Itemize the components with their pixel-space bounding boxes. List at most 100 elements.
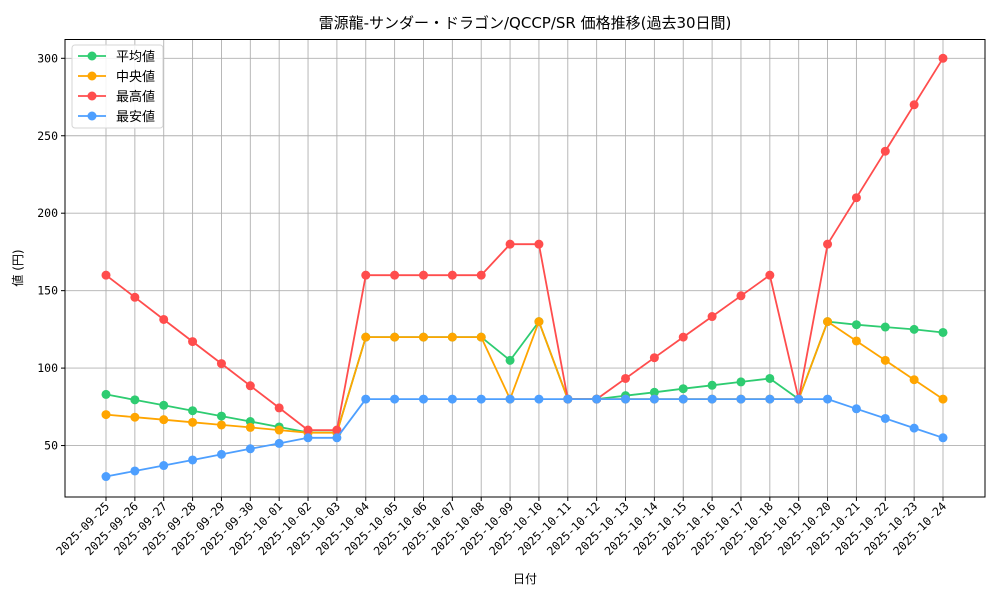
data-point (678, 332, 688, 342)
data-point (101, 389, 111, 399)
data-point (736, 394, 746, 404)
data-point (505, 394, 515, 404)
x-axis-label: 日付 (513, 572, 537, 586)
data-point (909, 375, 919, 385)
data-point (245, 381, 255, 391)
data-point (563, 394, 573, 404)
data-point (851, 320, 861, 330)
y-axis-label: 値 (円) (10, 249, 25, 286)
y-axis: 50 100 150 200 250 300 (37, 51, 65, 453)
data-point (880, 322, 890, 332)
y-tick-label: 100 (37, 361, 58, 375)
data-point (736, 377, 746, 387)
data-point (649, 387, 659, 397)
data-point (765, 394, 775, 404)
legend-marker-icon (87, 71, 97, 81)
y-tick-label: 300 (37, 51, 58, 65)
data-point (851, 404, 861, 414)
data-point (130, 412, 140, 422)
legend-item: 平均値 (78, 49, 155, 65)
data-point (418, 332, 428, 342)
data-point (101, 410, 111, 420)
legend-item: 最高値 (78, 89, 155, 105)
legend-marker-icon (87, 51, 97, 61)
series-line (105, 320, 944, 434)
series-3 (101, 394, 948, 482)
y-tick-label: 250 (37, 129, 58, 143)
plot-frame (64, 39, 986, 498)
legend-label: 最高値 (116, 89, 155, 105)
data-point (621, 373, 631, 383)
series-layer (101, 53, 948, 482)
data-point (361, 270, 371, 280)
data-point (765, 373, 775, 383)
data-point (390, 332, 400, 342)
data-point (159, 314, 169, 324)
y-tick-label: 150 (37, 284, 58, 298)
data-point (188, 406, 198, 416)
data-point (823, 317, 833, 327)
data-point (736, 291, 746, 301)
series-line (105, 320, 944, 434)
legend-item: 最安値 (78, 109, 155, 125)
data-point (909, 100, 919, 110)
data-point (707, 312, 717, 322)
legend-item: 中央値 (78, 69, 155, 85)
x-axis: 2025-09-252025-09-262025-09-272025-09-28… (53, 497, 949, 558)
data-point (159, 415, 169, 425)
data-point (678, 394, 688, 404)
data-point (274, 425, 284, 435)
data-point (245, 422, 255, 432)
data-point (649, 394, 659, 404)
data-point (823, 394, 833, 404)
data-point (101, 270, 111, 280)
data-point (274, 403, 284, 413)
data-point (303, 433, 313, 443)
data-point (418, 270, 428, 280)
data-point (707, 380, 717, 390)
data-point (534, 239, 544, 249)
data-point (130, 395, 140, 405)
data-point (274, 438, 284, 448)
data-point (909, 423, 919, 433)
data-point (130, 466, 140, 476)
legend-label: 平均値 (116, 49, 155, 65)
data-point (303, 425, 313, 435)
series-line (105, 57, 944, 432)
y-tick-label: 50 (44, 439, 58, 453)
data-point (505, 239, 515, 249)
data-point (534, 394, 544, 404)
series-0 (101, 317, 948, 437)
data-point (447, 394, 457, 404)
series-1 (101, 317, 948, 438)
data-point (216, 359, 226, 369)
legend-label: 最安値 (116, 109, 155, 125)
data-point (332, 425, 342, 435)
data-point (938, 53, 948, 63)
data-point (245, 444, 255, 454)
data-point (794, 394, 804, 404)
data-point (534, 317, 544, 327)
data-point (361, 332, 371, 342)
data-point (851, 193, 861, 203)
data-point (447, 332, 457, 342)
data-point (159, 400, 169, 410)
data-point (216, 420, 226, 430)
data-point (909, 324, 919, 334)
data-point (159, 461, 169, 471)
data-point (880, 146, 890, 156)
data-point (938, 327, 948, 337)
data-point (188, 337, 198, 347)
legend-label: 中央値 (116, 69, 155, 85)
data-point (188, 455, 198, 465)
grid (65, 39, 985, 497)
data-point (707, 394, 717, 404)
data-point (332, 433, 342, 443)
data-point (476, 394, 486, 404)
data-point (649, 353, 659, 363)
data-point (216, 411, 226, 421)
data-point (101, 472, 111, 482)
data-point (390, 394, 400, 404)
